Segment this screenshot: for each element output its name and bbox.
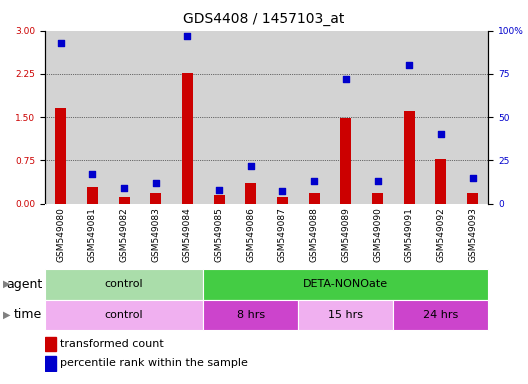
Point — [310, 178, 318, 184]
Text: 15 hrs: 15 hrs — [328, 310, 363, 320]
Point — [373, 178, 382, 184]
Bar — [45, 300, 203, 330]
Text: 8 hrs: 8 hrs — [237, 310, 265, 320]
Text: GSM549085: GSM549085 — [214, 207, 224, 262]
Point — [56, 40, 65, 46]
Point — [215, 187, 223, 193]
Text: GSM549088: GSM549088 — [309, 207, 319, 262]
Point — [405, 62, 413, 68]
Point — [468, 175, 477, 181]
Bar — [372, 193, 383, 204]
Point — [88, 171, 97, 177]
Text: percentile rank within the sample: percentile rank within the sample — [60, 358, 248, 368]
Bar — [150, 193, 162, 204]
Bar — [213, 195, 225, 204]
Text: GSM549091: GSM549091 — [404, 207, 414, 262]
Bar — [435, 159, 447, 204]
Text: GSM549082: GSM549082 — [119, 207, 129, 262]
Text: GSM549084: GSM549084 — [183, 207, 192, 262]
Bar — [203, 300, 298, 330]
Point — [247, 162, 255, 169]
Text: GSM549093: GSM549093 — [468, 207, 477, 262]
Bar — [403, 111, 414, 204]
Bar — [45, 337, 56, 351]
Bar — [245, 184, 257, 204]
Text: GSM549087: GSM549087 — [278, 207, 287, 262]
Point — [437, 131, 445, 137]
Bar — [203, 269, 488, 300]
Text: time: time — [14, 308, 42, 321]
Bar — [182, 73, 193, 204]
Bar — [298, 300, 393, 330]
Bar — [277, 197, 288, 204]
Point — [120, 185, 128, 191]
Bar — [87, 187, 98, 204]
Text: GDS4408 / 1457103_at: GDS4408 / 1457103_at — [183, 12, 345, 25]
Bar — [393, 300, 488, 330]
Text: transformed count: transformed count — [60, 339, 164, 349]
Bar — [308, 193, 320, 204]
Text: ▶: ▶ — [3, 310, 10, 320]
Text: GSM549089: GSM549089 — [341, 207, 351, 262]
Bar — [45, 356, 56, 371]
Bar — [467, 193, 478, 204]
Point — [183, 33, 192, 39]
Bar — [340, 118, 351, 204]
Point — [342, 76, 350, 82]
Text: control: control — [105, 310, 144, 320]
Bar — [45, 269, 203, 300]
Point — [152, 180, 160, 186]
Text: GSM549090: GSM549090 — [373, 207, 382, 262]
Text: agent: agent — [6, 278, 42, 291]
Point — [278, 189, 287, 195]
Bar — [118, 197, 130, 204]
Text: GSM549083: GSM549083 — [151, 207, 161, 262]
Text: 24 hrs: 24 hrs — [423, 310, 458, 320]
Text: ▶: ▶ — [3, 279, 10, 289]
Text: DETA-NONOate: DETA-NONOate — [303, 279, 389, 289]
Text: GSM549086: GSM549086 — [246, 207, 256, 262]
Text: GSM549092: GSM549092 — [436, 207, 446, 262]
Bar — [55, 109, 67, 204]
Text: GSM549080: GSM549080 — [56, 207, 65, 262]
Text: control: control — [105, 279, 144, 289]
Text: GSM549081: GSM549081 — [88, 207, 97, 262]
